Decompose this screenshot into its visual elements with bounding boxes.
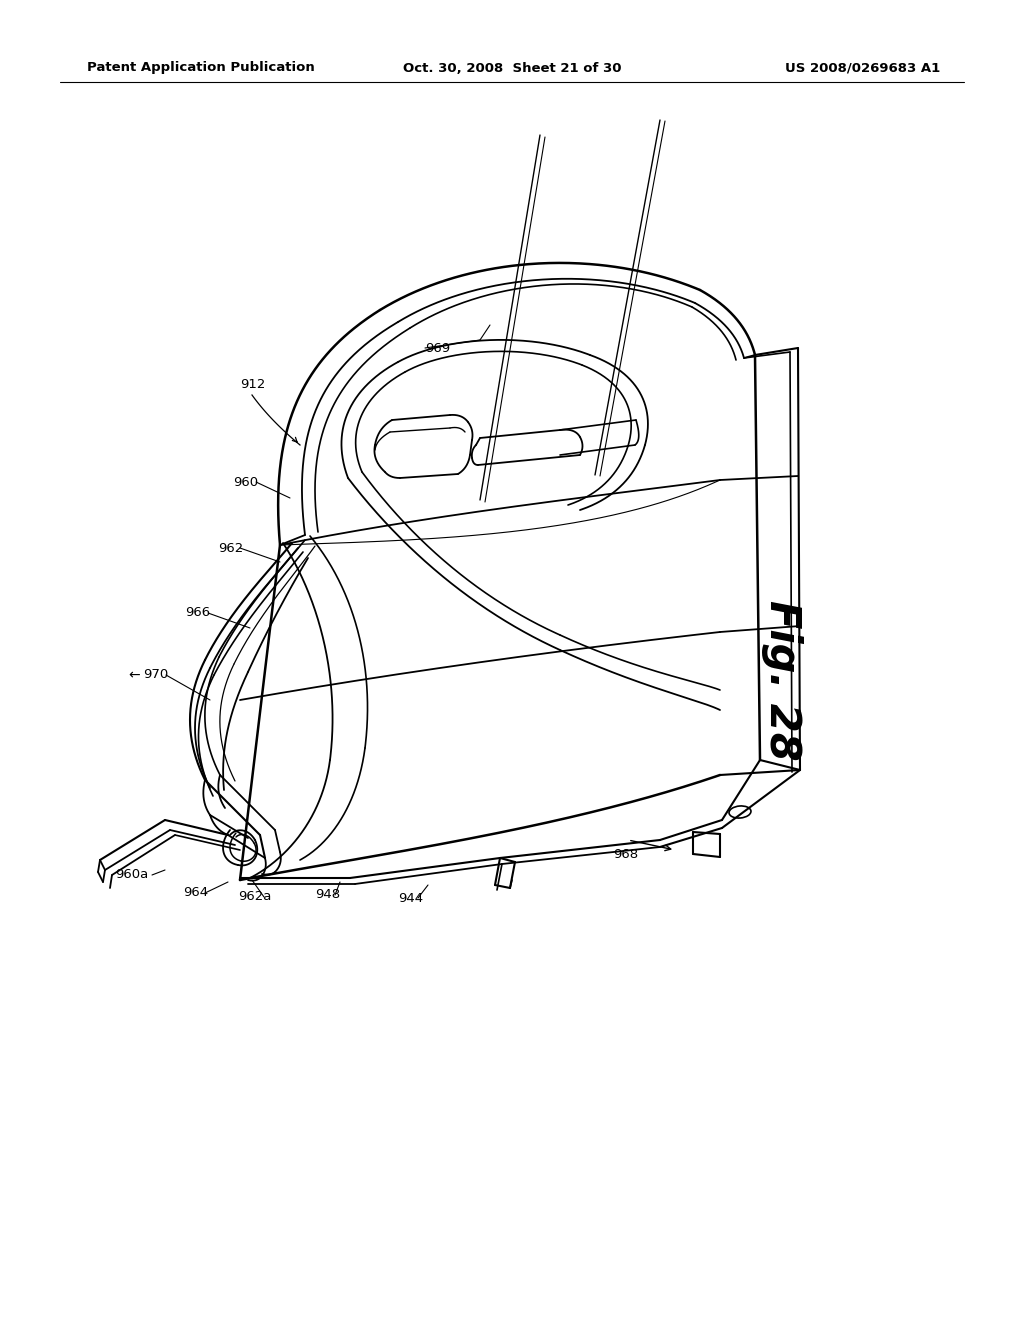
Text: US 2008/0269683 A1: US 2008/0269683 A1 <box>784 62 940 74</box>
Text: 948: 948 <box>315 888 340 902</box>
Text: 970: 970 <box>143 668 168 681</box>
Text: 966: 966 <box>185 606 210 619</box>
Text: Patent Application Publication: Patent Application Publication <box>87 62 314 74</box>
Text: 962: 962 <box>218 541 244 554</box>
Text: 944: 944 <box>398 891 423 904</box>
Text: 964: 964 <box>183 887 208 899</box>
Text: 962a: 962a <box>238 891 271 903</box>
Text: ←: ← <box>128 668 140 682</box>
Text: 912: 912 <box>240 379 265 392</box>
Text: Fig. 28: Fig. 28 <box>761 599 803 760</box>
Text: 960: 960 <box>233 475 258 488</box>
Text: 960a: 960a <box>115 869 148 882</box>
Text: Oct. 30, 2008  Sheet 21 of 30: Oct. 30, 2008 Sheet 21 of 30 <box>402 62 622 74</box>
Text: 969: 969 <box>425 342 451 355</box>
Text: 968: 968 <box>613 849 638 862</box>
